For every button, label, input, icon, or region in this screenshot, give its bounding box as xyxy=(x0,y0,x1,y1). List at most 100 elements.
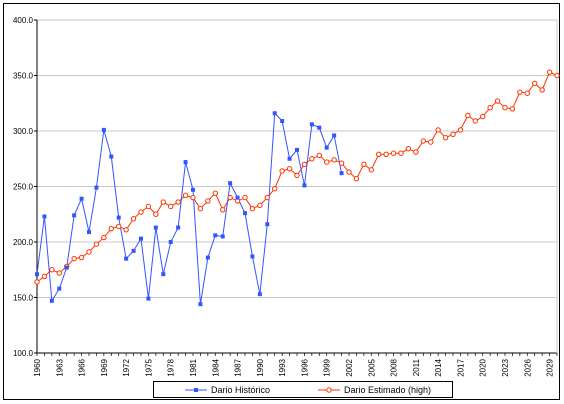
data-point-historico xyxy=(205,255,210,260)
data-point-estimado xyxy=(442,134,449,141)
y-tick-label: 300.0 xyxy=(13,127,34,136)
data-point-historico xyxy=(198,302,203,307)
data-point-historico xyxy=(287,156,292,161)
legend-item-estimado: Dario Estimado (high) xyxy=(318,382,431,397)
data-point-estimado xyxy=(383,151,389,158)
data-point-historico xyxy=(213,233,218,238)
data-point-historico xyxy=(94,185,99,190)
data-point-historico xyxy=(235,195,240,200)
data-point-estimado xyxy=(331,157,337,163)
data-point-historico xyxy=(131,248,136,253)
y-tick-label: 350.0 xyxy=(13,72,34,81)
data-point-estimado xyxy=(78,254,85,261)
data-point-estimado xyxy=(175,199,181,205)
data-point-estimado xyxy=(56,270,62,276)
x-tick-label: 2011 xyxy=(412,358,421,376)
data-point-estimado xyxy=(338,160,345,166)
data-point-estimado xyxy=(524,90,530,96)
data-point-estimado xyxy=(108,225,114,232)
x-tick-label: 1972 xyxy=(122,358,131,376)
data-point-estimado xyxy=(249,206,256,212)
data-point-estimado xyxy=(197,206,204,212)
data-point-estimado xyxy=(34,279,40,285)
data-point-historico xyxy=(302,183,307,188)
x-axis-tick-labels: 1960 1963 1966 1969 1972 1975 1978 1981 1984 1987… xyxy=(33,358,555,376)
data-point-historico xyxy=(309,122,314,127)
data-point-historico xyxy=(153,225,158,230)
data-point-estimado xyxy=(272,186,278,192)
data-point-estimado xyxy=(294,172,300,179)
x-tick-label: 1999 xyxy=(323,358,332,376)
x-tick-label: 1969 xyxy=(100,358,109,376)
data-point-historico xyxy=(176,225,181,230)
x-tick-label: 1975 xyxy=(144,358,153,376)
data-point-historico xyxy=(116,215,121,220)
data-point-estimado xyxy=(123,227,129,233)
data-point-estimado xyxy=(465,112,471,119)
data-point-estimado xyxy=(71,255,77,262)
data-point-estimado xyxy=(376,151,382,158)
data-point-historico xyxy=(109,154,114,159)
data-point-estimado xyxy=(86,249,92,255)
data-point-estimado xyxy=(205,198,211,204)
data-point-estimado xyxy=(138,209,144,215)
x-tick-label: 1963 xyxy=(55,358,64,376)
data-point-historico xyxy=(79,196,84,201)
data-point-estimado xyxy=(450,131,456,138)
data-point-estimado xyxy=(257,202,263,209)
data-point-estimado xyxy=(279,168,285,174)
data-point-estimado xyxy=(480,113,486,120)
data-point-estimado xyxy=(428,139,434,145)
data-point-historico xyxy=(124,256,129,261)
data-point-estimado xyxy=(361,161,367,168)
data-point-historico xyxy=(228,181,233,186)
y-tick-label: 250.0 xyxy=(13,183,34,192)
x-tick-label: 2023 xyxy=(501,358,510,376)
data-point-estimado xyxy=(212,190,218,196)
x-tick-label: 2002 xyxy=(345,358,354,376)
data-point-historico xyxy=(168,240,173,244)
data-point-estimado xyxy=(301,161,308,168)
x-tick-label: 2029 xyxy=(546,358,555,376)
y-tick-label: 100.0 xyxy=(13,349,34,358)
data-point-historico xyxy=(265,222,270,227)
data-point-estimado xyxy=(517,89,523,95)
data-point-estimado xyxy=(532,80,538,86)
data-point-estimado xyxy=(554,72,560,79)
x-tick-label: 1990 xyxy=(256,358,265,376)
data-point-historico xyxy=(57,286,62,291)
x-tick-label: 2017 xyxy=(456,358,465,376)
data-point-estimado xyxy=(153,211,159,217)
x-tick-label: 2005 xyxy=(367,358,376,376)
data-point-estimado xyxy=(49,267,55,273)
x-tick-label: 1966 xyxy=(78,358,87,376)
legend-label-historico: Dario Histórico xyxy=(211,384,271,395)
data-point-estimado xyxy=(130,215,137,222)
data-point-estimado xyxy=(41,273,48,280)
data-point-historico xyxy=(280,119,285,124)
x-tick-label: 1978 xyxy=(167,358,176,376)
data-point-estimado xyxy=(242,194,248,201)
data-point-historico xyxy=(42,214,47,219)
data-point-historico xyxy=(87,230,91,235)
data-point-estimado xyxy=(286,166,293,172)
data-point-estimado xyxy=(502,104,508,111)
data-point-estimado xyxy=(390,150,397,156)
data-point-estimado xyxy=(182,192,189,199)
data-point-estimado xyxy=(220,207,226,213)
data-point-historico xyxy=(272,111,277,116)
legend-swatch-historico xyxy=(185,387,207,392)
x-tick-label: 2014 xyxy=(434,358,443,376)
data-point-historico xyxy=(146,296,151,301)
data-point-estimado xyxy=(368,167,374,173)
data-point-historico xyxy=(64,265,69,270)
data-point-historico xyxy=(243,211,247,216)
data-point-estimado xyxy=(145,203,152,210)
data-point-estimado xyxy=(472,118,478,124)
data-point-historico xyxy=(191,187,195,192)
y-axis-tick-labels: 100.0 150.0 200.0 250.0 300.0 350.0 400.0 xyxy=(13,16,34,358)
data-point-estimado xyxy=(227,194,233,201)
data-point-estimado xyxy=(324,159,330,165)
data-point-estimado xyxy=(116,223,122,230)
data-point-estimado xyxy=(353,176,360,182)
